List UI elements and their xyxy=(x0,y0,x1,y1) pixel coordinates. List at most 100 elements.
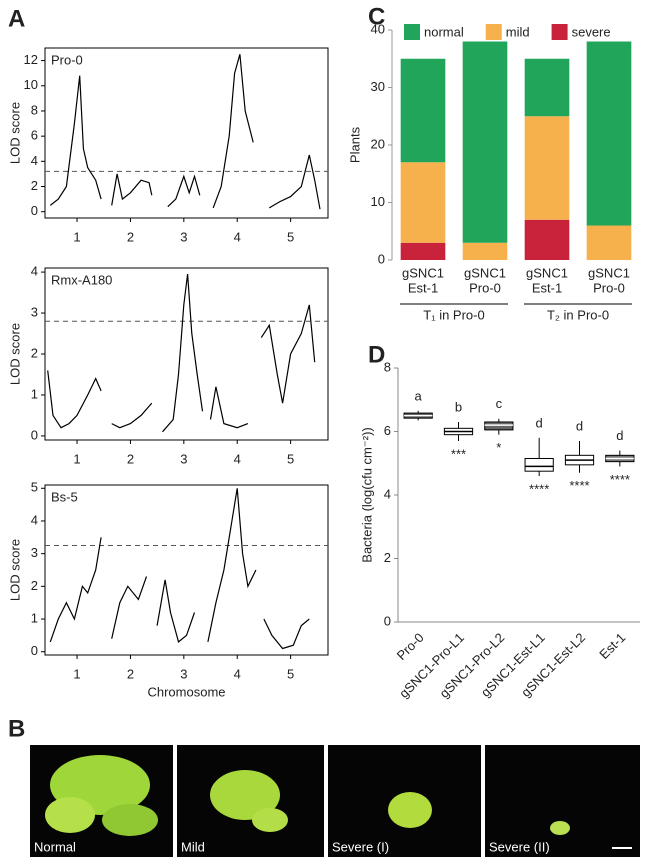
x-tick-label: gSNC1 xyxy=(464,265,506,280)
y-tick-label: 4 xyxy=(31,153,38,168)
y-tick-label: 0 xyxy=(378,251,385,266)
photo-caption: Severe (II) xyxy=(489,839,550,854)
y-tick-label: 3 xyxy=(31,304,38,319)
y-tick-label: 8 xyxy=(384,359,391,374)
x-tick-label: Est-1 xyxy=(408,280,438,295)
plot-frame xyxy=(44,267,329,441)
group-label: T₁ in Pro-0 xyxy=(423,307,484,322)
x-tick-label: 1 xyxy=(73,666,80,681)
y-tick-label: 10 xyxy=(24,77,38,92)
x-tick-label: Pro-0 xyxy=(593,280,625,295)
photo-caption: Normal xyxy=(34,839,76,854)
y-tick-label: 1 xyxy=(31,386,38,401)
x-tick-label: gSNC1 xyxy=(588,265,630,280)
panel-label: A xyxy=(8,5,25,32)
legend-swatch xyxy=(551,24,568,40)
legend-label: severe xyxy=(572,24,611,39)
x-tick-label: 5 xyxy=(287,229,294,244)
lod-line xyxy=(49,488,310,650)
panel-label: C xyxy=(368,3,385,30)
y-tick-label: 30 xyxy=(371,79,385,94)
plant xyxy=(210,770,280,820)
y-tick-label: 1 xyxy=(31,610,38,625)
x-tick-label: 1 xyxy=(73,229,80,244)
panel-label: D xyxy=(368,341,385,368)
y-axis-label: LOD score xyxy=(7,539,22,601)
significance-stars: *** xyxy=(451,446,466,461)
y-tick-label: 4 xyxy=(384,486,391,501)
y-tick-label: 12 xyxy=(24,52,38,67)
y-axis-label: Plants xyxy=(347,126,362,163)
significance-letter: b xyxy=(455,399,462,414)
legend-label: mild xyxy=(506,24,530,39)
x-tick-label: gSNC1 xyxy=(526,265,568,280)
chart-title: Bs-5 xyxy=(51,489,78,504)
y-tick-label: 40 xyxy=(371,21,385,36)
y-tick-label: 0 xyxy=(31,203,38,218)
legend-label: normal xyxy=(424,24,464,39)
x-tick-label: 2 xyxy=(127,451,134,466)
significance-letter: d xyxy=(536,415,543,430)
x-tick-label: 4 xyxy=(234,666,241,681)
x-tick-label: 5 xyxy=(287,451,294,466)
significance-letter: d xyxy=(616,428,623,443)
y-tick-label: 20 xyxy=(371,136,385,151)
chart-title: Pro-0 xyxy=(51,52,83,67)
y-tick-label: 0 xyxy=(31,643,38,658)
bar-segment xyxy=(586,225,632,260)
chart-title: Rmx-A180 xyxy=(51,272,112,287)
y-tick-label: 3 xyxy=(31,545,38,560)
bar-segment xyxy=(462,41,508,243)
photo xyxy=(485,745,640,857)
x-tick-label: 2 xyxy=(127,666,134,681)
bar-segment xyxy=(524,219,570,260)
y-axis-label: LOD score xyxy=(7,102,22,164)
x-tick-label: 3 xyxy=(180,666,187,681)
y-tick-label: 0 xyxy=(31,427,38,442)
y-tick-label: 4 xyxy=(31,264,38,279)
x-tick-label: 5 xyxy=(287,666,294,681)
box xyxy=(484,421,514,431)
lod-line xyxy=(49,54,321,210)
x-tick-label: 3 xyxy=(180,229,187,244)
plant xyxy=(550,821,570,835)
y-tick-label: 2 xyxy=(31,178,38,193)
significance-letter: a xyxy=(415,388,423,403)
y-axis-label: LOD score xyxy=(7,323,22,385)
x-tick-label: gSNC1 xyxy=(402,265,444,280)
significance-stars: **** xyxy=(610,472,630,487)
plant xyxy=(102,804,158,836)
photo-caption: Mild xyxy=(181,839,205,854)
box xyxy=(524,457,554,472)
bar-segment xyxy=(400,242,446,260)
x-tick-label: Est-1 xyxy=(532,280,562,295)
y-tick-label: 6 xyxy=(31,128,38,143)
plant xyxy=(388,792,432,828)
significance-letter: d xyxy=(576,418,583,433)
y-tick-label: 4 xyxy=(31,512,38,527)
group-label: T₂ in Pro-0 xyxy=(547,307,609,322)
significance-letter: c xyxy=(496,396,503,411)
plant xyxy=(252,808,288,832)
y-tick-label: 2 xyxy=(31,345,38,360)
y-tick-label: 2 xyxy=(31,578,38,593)
photos: Normal Mild Severe (I) Severe (II) xyxy=(30,745,640,857)
plant xyxy=(45,797,95,833)
y-tick-label: 5 xyxy=(31,480,38,495)
x-axis-label: Chromosome xyxy=(147,684,225,699)
bar-segment xyxy=(586,41,632,226)
x-tick-label: 3 xyxy=(180,451,187,466)
lod-line xyxy=(47,274,316,433)
y-tick-label: 6 xyxy=(384,423,391,438)
x-tick-label: 1 xyxy=(73,451,80,466)
x-tick-label: Est-1 xyxy=(596,630,628,662)
plot-frame xyxy=(44,47,329,219)
bar-segment xyxy=(400,162,446,243)
x-tick-label: 2 xyxy=(127,229,134,244)
legend-swatch xyxy=(485,24,502,40)
significance-stars: * xyxy=(496,440,501,455)
legend-swatch xyxy=(404,24,420,40)
x-tick-label: Pro-0 xyxy=(469,280,501,295)
y-tick-label: 10 xyxy=(371,194,385,209)
